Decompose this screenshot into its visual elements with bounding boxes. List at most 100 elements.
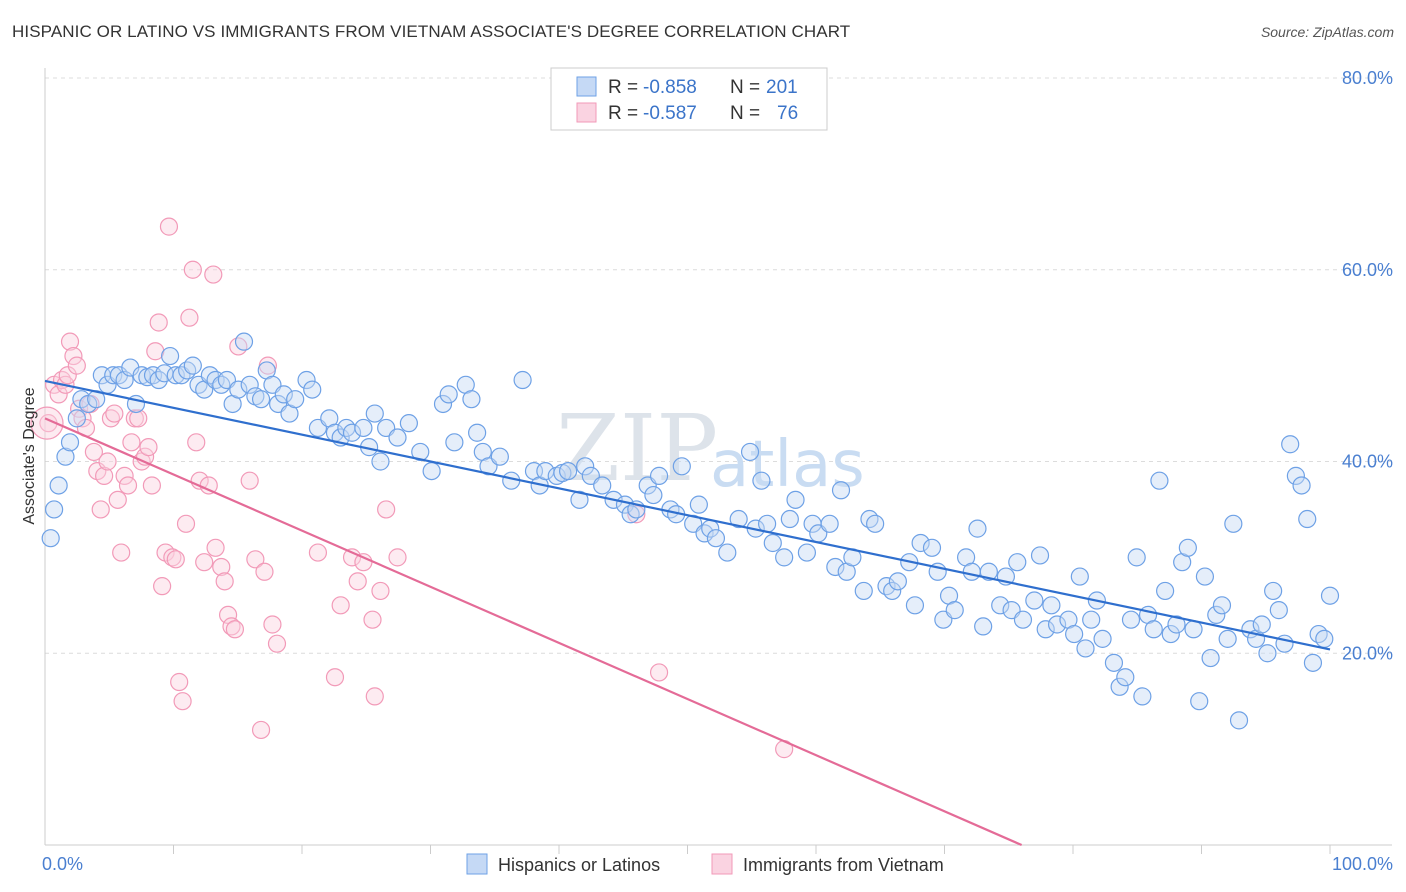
- data-point: [786, 490, 805, 509]
- data-point: [263, 615, 282, 634]
- data-point: [297, 370, 316, 390]
- data-point: [422, 461, 441, 481]
- data-point: [831, 481, 851, 500]
- data-point: [570, 490, 589, 509]
- data-point: [308, 543, 328, 562]
- data-point: [1161, 624, 1180, 644]
- data-point: [49, 476, 68, 495]
- data-point: [363, 610, 382, 629]
- data-point: [129, 409, 148, 428]
- legend-hispanic-label: Hispanics or Latinos: [498, 855, 660, 875]
- data-point: [1150, 471, 1169, 490]
- correlation-legend: R = -0.858 N = 201 R = -0.587 N = 76: [550, 67, 828, 131]
- data-point: [1218, 629, 1237, 648]
- data-point: [204, 265, 223, 284]
- data-point: [274, 385, 293, 404]
- data-point: [775, 548, 794, 567]
- series-legend: Hispanics or Latinos Immigrants from Vie…: [466, 853, 944, 875]
- data-point: [104, 366, 123, 385]
- data-point: [1042, 596, 1061, 615]
- data-point: [371, 581, 390, 601]
- data-point: [513, 370, 532, 390]
- series-vietnam-points: [30, 217, 794, 759]
- data-point: [183, 356, 202, 375]
- y-tick-label: 80.0%: [1342, 68, 1393, 88]
- data-point: [826, 557, 845, 577]
- legend-vietnam-label: Immigrants from Vietnam: [743, 855, 944, 875]
- data-point: [195, 553, 214, 572]
- data-point: [331, 596, 350, 615]
- data-point: [187, 433, 206, 452]
- data-point: [142, 476, 161, 495]
- data-point: [1025, 591, 1044, 610]
- gridlines: [45, 77, 1392, 654]
- data-point: [1212, 596, 1232, 615]
- data-point: [1133, 687, 1152, 706]
- data-point: [206, 538, 225, 557]
- data-point: [1167, 615, 1186, 634]
- data-point: [60, 433, 80, 452]
- data-point: [1013, 610, 1033, 629]
- data-point: [91, 500, 110, 519]
- data-point: [1258, 644, 1277, 663]
- data-point: [222, 617, 241, 636]
- data-point: [718, 543, 737, 562]
- data-point: [1082, 610, 1101, 629]
- data-point: [672, 457, 691, 476]
- data-point: [342, 423, 362, 442]
- data-point: [1269, 601, 1288, 620]
- data-point: [255, 562, 274, 581]
- data-point: [84, 442, 103, 462]
- data-point: [354, 418, 373, 438]
- y-axis-label: Associate's Degree: [21, 387, 38, 524]
- legend-n-label: N =: [730, 103, 760, 124]
- data-point: [267, 634, 287, 653]
- data-point: [44, 500, 64, 519]
- data-point: [56, 447, 75, 466]
- data-point: [225, 620, 245, 639]
- data-point: [58, 366, 77, 385]
- data-point: [1184, 620, 1203, 639]
- x-tick-label: 0.0%: [42, 854, 83, 874]
- data-point: [1104, 653, 1124, 672]
- data-point: [108, 490, 127, 509]
- data-point: [820, 514, 839, 533]
- data-point: [974, 617, 993, 636]
- data-point: [67, 356, 86, 375]
- data-point: [139, 438, 158, 457]
- data-point: [146, 342, 165, 361]
- data-point: [1201, 648, 1220, 668]
- data-point: [445, 433, 464, 452]
- data-point: [752, 471, 771, 490]
- data-point: [1309, 624, 1328, 644]
- data-point: [576, 457, 595, 476]
- data-point: [1008, 553, 1027, 572]
- data-point: [780, 509, 799, 529]
- data-point: [170, 672, 189, 692]
- data-point: [234, 332, 254, 351]
- x-tick-labels: 0.0% 100.0%: [42, 854, 1393, 874]
- data-point: [1229, 711, 1249, 730]
- data-point: [860, 509, 879, 529]
- data-point: [67, 409, 86, 428]
- data-point: [98, 452, 117, 471]
- data-point: [763, 533, 782, 553]
- data-point: [399, 414, 418, 433]
- legend-r-value: -0.587: [643, 103, 697, 124]
- data-point: [979, 562, 998, 581]
- data-point: [1127, 548, 1146, 567]
- y-tick-label: 20.0%: [1342, 643, 1393, 663]
- data-point: [240, 375, 259, 394]
- data-point: [1156, 581, 1175, 601]
- data-point: [1264, 581, 1283, 601]
- data-point: [325, 668, 345, 687]
- data-point: [229, 337, 248, 356]
- data-point: [377, 500, 396, 519]
- trend-lines: [44, 379, 1331, 847]
- x-tick-label: 100.0%: [1332, 854, 1393, 874]
- data-point: [991, 596, 1010, 615]
- data-point: [212, 375, 231, 394]
- data-point: [1121, 610, 1141, 629]
- data-point: [286, 390, 305, 409]
